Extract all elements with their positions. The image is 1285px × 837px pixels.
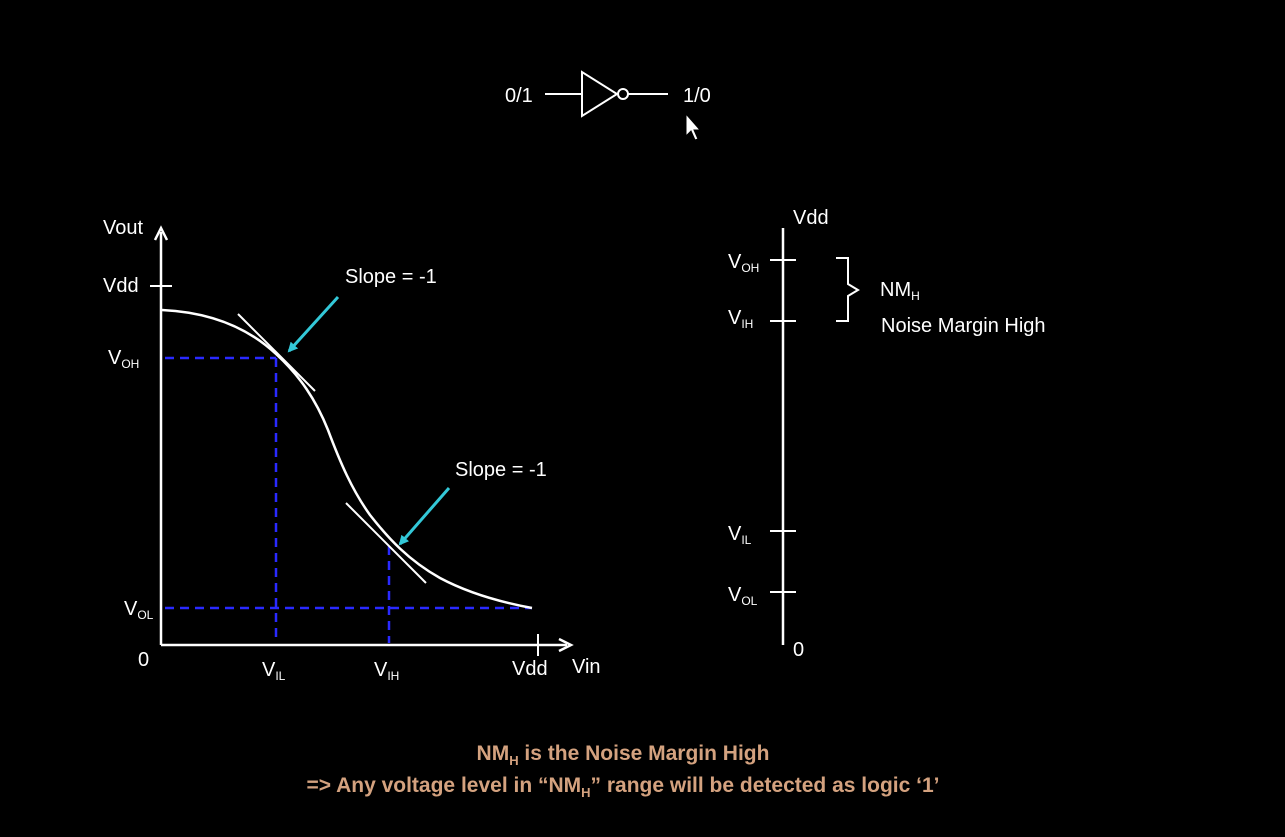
vtc-graph: Vout Vdd 0 Vdd Vin VOH VOL VIL VIH Slope… <box>103 217 601 683</box>
nmh-description: Noise Margin High <box>881 315 1046 337</box>
inverter-bubble <box>617 88 629 100</box>
slope-arrow-lower-icon <box>398 487 451 546</box>
nmh-brace-icon <box>836 257 860 322</box>
nmh-label: NMH <box>880 279 920 303</box>
x-axis-label: Vin <box>572 656 601 678</box>
tangent-line-lower <box>345 502 427 584</box>
vdd-x-label: Vdd <box>512 658 548 680</box>
vdd-y-label: Vdd <box>103 275 139 297</box>
level-vih-label: VIH <box>728 307 753 331</box>
origin-label: 0 <box>138 649 149 671</box>
x-axis-arrow-icon <box>558 637 574 653</box>
inverter-input-label: 0/1 <box>505 85 533 107</box>
level-voh-label: VOH <box>728 251 759 275</box>
vih-axis-label: VIH <box>374 659 399 683</box>
voltage-level-bar: Vdd 0 VOH VIH VIL VOL NMH Noise Margin H… <box>728 207 1046 661</box>
slope-label-upper: Slope = -1 <box>345 266 437 288</box>
level-zero-label: 0 <box>793 639 804 661</box>
transfer-curve <box>161 308 533 610</box>
level-vol-label: VOL <box>728 584 758 608</box>
voh-axis-label: VOH <box>108 347 139 371</box>
y-axis-arrow-icon <box>153 225 169 241</box>
caption: NMH is the Noise Margin High => Any volt… <box>307 742 940 800</box>
level-vdd-label: Vdd <box>793 207 829 229</box>
caption-line-2: => Any voltage level in “NMH” range will… <box>307 774 940 800</box>
vol-axis-label: VOL <box>124 598 154 622</box>
level-vil-label: VIL <box>728 523 752 547</box>
y-axis-label: Vout <box>103 217 143 239</box>
slope-arrow-upper-icon <box>287 295 340 353</box>
mouse-cursor-icon <box>685 112 702 141</box>
inverter-triangle <box>581 70 619 118</box>
inverter-symbol: 0/1 1/0 <box>505 70 711 118</box>
vil-axis-label: VIL <box>262 659 286 683</box>
tangent-line-upper <box>237 313 316 392</box>
slope-label-lower: Slope = -1 <box>455 459 547 481</box>
caption-line-1: NMH is the Noise Margin High <box>477 742 770 768</box>
inverter-output-label: 1/0 <box>683 85 711 107</box>
